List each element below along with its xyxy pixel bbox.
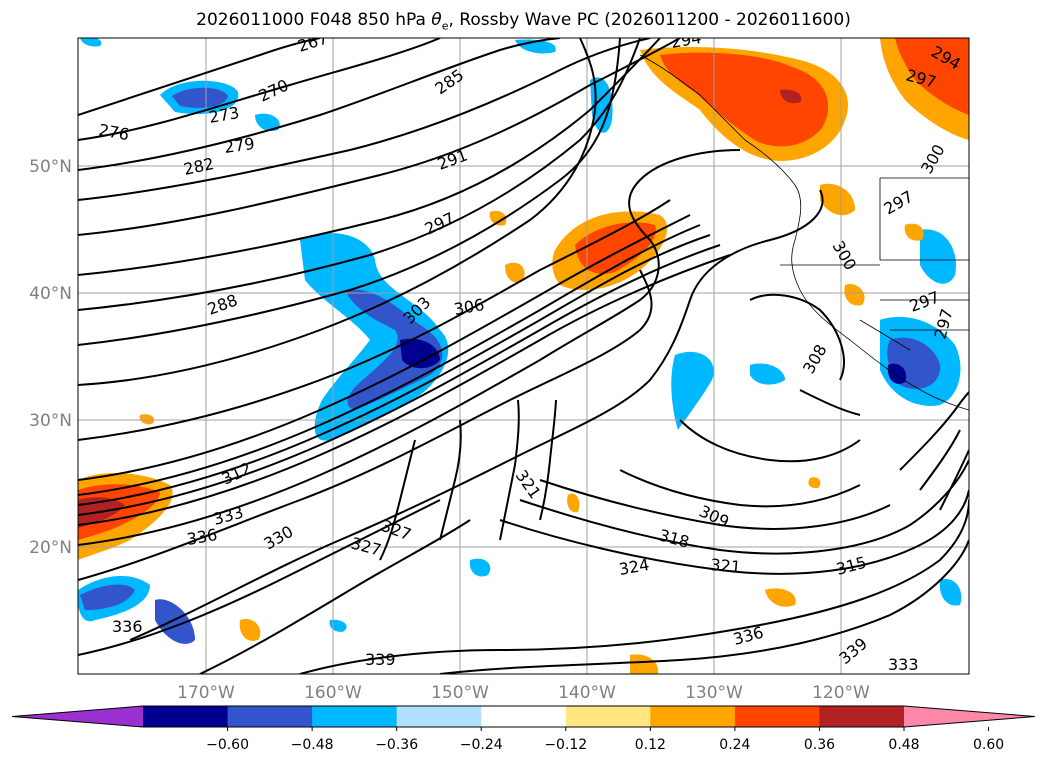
colorbar-label: 0.36 (804, 737, 835, 753)
map-plot-area: 267 270 273 276 279 282 285 288 291 294 … (78, 38, 969, 674)
latitude-labels: 50°N 40°N 30°N 20°N (29, 157, 72, 558)
colorbar-label: −0.12 (544, 737, 587, 753)
contour-label: 336 (112, 617, 143, 636)
colorbar-segment (312, 706, 398, 727)
colorbar-label: 0.24 (719, 737, 750, 753)
lat-label-40n: 40°N (29, 284, 72, 304)
map-frame (77, 37, 970, 675)
colorbar-label: −0.48 (291, 737, 334, 753)
colorbar-segment (565, 706, 651, 727)
lon-label-120w: 120°W (812, 683, 870, 703)
colorbar-label: 0.12 (635, 737, 666, 753)
colorbar-segment (143, 706, 229, 727)
map-title: 2026011000 F048 850 hPa θe, Rossby Wave … (196, 10, 851, 33)
contour-label: 321 (710, 555, 742, 577)
colorbar-label: 0.48 (888, 737, 919, 753)
colorbar-label: −0.24 (460, 737, 503, 753)
lon-label-170w: 170°W (177, 683, 235, 703)
lon-label-150w: 150°W (431, 683, 489, 703)
colorbar-segment (650, 706, 736, 727)
negative-anomaly-shading (78, 38, 962, 644)
theta-e-contours (78, 38, 969, 674)
lat-label-50n: 50°N (29, 157, 72, 177)
colorbar-label: 0.60 (973, 737, 1004, 753)
colorbar-segment (819, 706, 905, 727)
coastline (639, 54, 969, 411)
longitude-labels: 170°W 160°W 150°W 140°W 130°W 120°W (177, 683, 870, 703)
colorbar: −0.60 −0.48 −0.36 −0.24 −0.12 0.12 0.24 0.36 0.4… (11, 705, 1036, 753)
lat-label-20n: 20°N (29, 538, 72, 558)
colorbar-label: −0.60 (206, 737, 249, 753)
colorbar-segment (227, 706, 313, 727)
colorbar-label: −0.36 (375, 737, 418, 753)
contour-label: 333 (888, 655, 919, 674)
colorbar-segment (734, 706, 820, 727)
lat-label-30n: 30°N (29, 411, 72, 431)
colorbar-extension-low (12, 706, 143, 727)
colorbar-segment (396, 706, 482, 727)
positive-anomaly-shading (78, 38, 969, 674)
colorbar-segment (481, 706, 567, 727)
contour-label: 339 (365, 650, 396, 669)
lon-label-140w: 140°W (558, 683, 616, 703)
lon-label-160w: 160°W (304, 683, 362, 703)
colorbar-extension-high (904, 706, 1035, 727)
contour-label: 279 (223, 134, 256, 157)
colorbar-outline (11, 705, 1036, 728)
lon-label-130w: 130°W (685, 683, 743, 703)
